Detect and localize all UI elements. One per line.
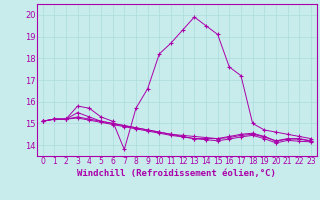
X-axis label: Windchill (Refroidissement éolien,°C): Windchill (Refroidissement éolien,°C) — [77, 169, 276, 178]
